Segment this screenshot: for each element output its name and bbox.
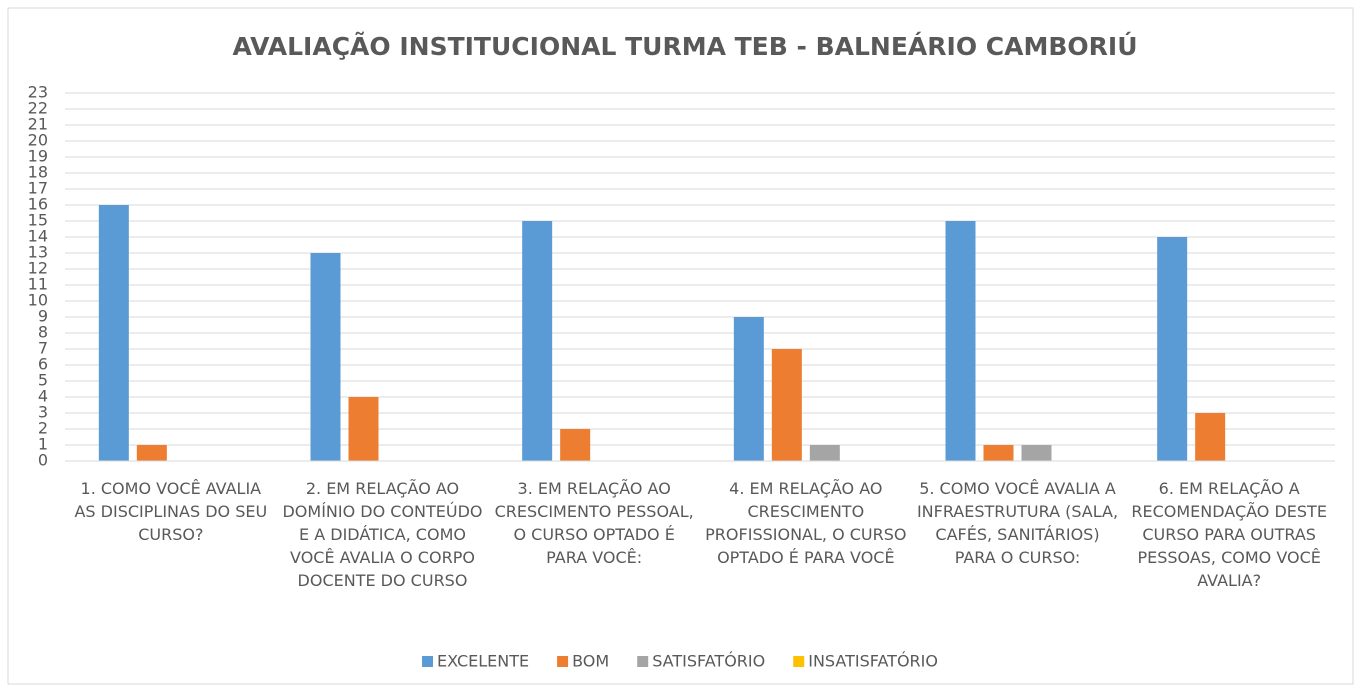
y-tick-label: 9 <box>38 307 48 326</box>
legend-swatch <box>557 656 569 667</box>
legend-swatch <box>422 656 434 667</box>
x-tick-label: 6. EM RELAÇÃO A RECOMENDAÇÃO DESTE CURSO P… <box>1131 479 1327 590</box>
bar <box>1021 445 1052 461</box>
x-tick-label: 4. EM RELAÇÃO AO CRESCIMENTO PROFISSIONAL,… <box>705 479 906 567</box>
legend-swatch <box>637 656 649 667</box>
y-tick-label: 15 <box>28 211 48 230</box>
y-tick-label: 5 <box>38 371 48 390</box>
y-tick-label: 0 <box>38 451 48 470</box>
y-tick-label: 4 <box>38 387 48 406</box>
bar <box>1157 237 1188 461</box>
y-tick-label: 17 <box>28 179 48 198</box>
y-tick-label: 3 <box>38 403 48 422</box>
y-tick-label: 23 <box>28 83 48 102</box>
legend-label: SATISFATÓRIO <box>652 652 765 671</box>
y-tick-label: 21 <box>28 115 48 134</box>
x-tick-label: 5. COMO VOCÊ AVALIA A INFRAESTRUTURA (SAL… <box>917 479 1118 567</box>
y-tick-label: 8 <box>38 323 48 342</box>
y-tick-label: 19 <box>28 147 48 166</box>
chart-title: AVALIAÇÃO INSTITUCIONAL TURMA TEB - BALN… <box>232 31 1137 61</box>
x-tick-label: 3. EM RELAÇÃO AO CRESCIMENTO PESSOAL, O CU… <box>495 479 694 567</box>
legend-label: BOM <box>572 652 609 671</box>
bar <box>348 397 379 461</box>
y-tick-label: 18 <box>28 163 48 182</box>
bar <box>310 253 341 461</box>
bar <box>945 221 976 461</box>
y-tick-label: 6 <box>38 355 48 374</box>
bar <box>98 205 129 461</box>
legend-label: EXCELENTE <box>437 652 529 671</box>
x-tick-label: 2. EM RELAÇÃO AO DOMÍNIO DO CONTEÚDO E A D… <box>282 479 482 590</box>
legend-swatch <box>793 656 805 667</box>
legend-label: INSATISFATÓRIO <box>808 652 938 671</box>
bar <box>733 317 764 461</box>
y-tick-label: 7 <box>38 339 48 358</box>
bar <box>1195 413 1226 461</box>
y-tick-label: 13 <box>28 243 48 262</box>
bar <box>983 445 1014 461</box>
y-tick-label: 20 <box>28 131 48 150</box>
bar <box>771 349 802 461</box>
y-tick-label: 14 <box>28 227 48 246</box>
y-tick-label: 12 <box>28 259 48 278</box>
bar <box>809 445 840 461</box>
y-tick-label: 1 <box>38 435 48 454</box>
bar <box>136 445 167 461</box>
y-tick-label: 10 <box>28 291 48 310</box>
y-tick-label: 2 <box>38 419 48 438</box>
y-tick-label: 16 <box>28 195 48 214</box>
chart-frame <box>7 7 1354 685</box>
bar <box>522 221 553 461</box>
bar <box>560 429 591 461</box>
y-tick-label: 22 <box>28 99 48 118</box>
x-tick-label: 1. COMO VOCÊ AVALIA AS DISCIPLINAS DO SEU… <box>74 479 267 544</box>
y-tick-label: 11 <box>28 275 48 294</box>
